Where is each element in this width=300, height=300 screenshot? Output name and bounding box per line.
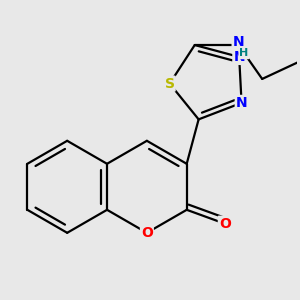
Text: S: S bbox=[165, 76, 175, 91]
Text: H: H bbox=[239, 48, 249, 58]
Text: O: O bbox=[141, 226, 153, 240]
Text: N: N bbox=[232, 35, 244, 49]
Text: N: N bbox=[236, 96, 248, 110]
Text: O: O bbox=[219, 217, 231, 231]
Text: N: N bbox=[233, 50, 245, 64]
